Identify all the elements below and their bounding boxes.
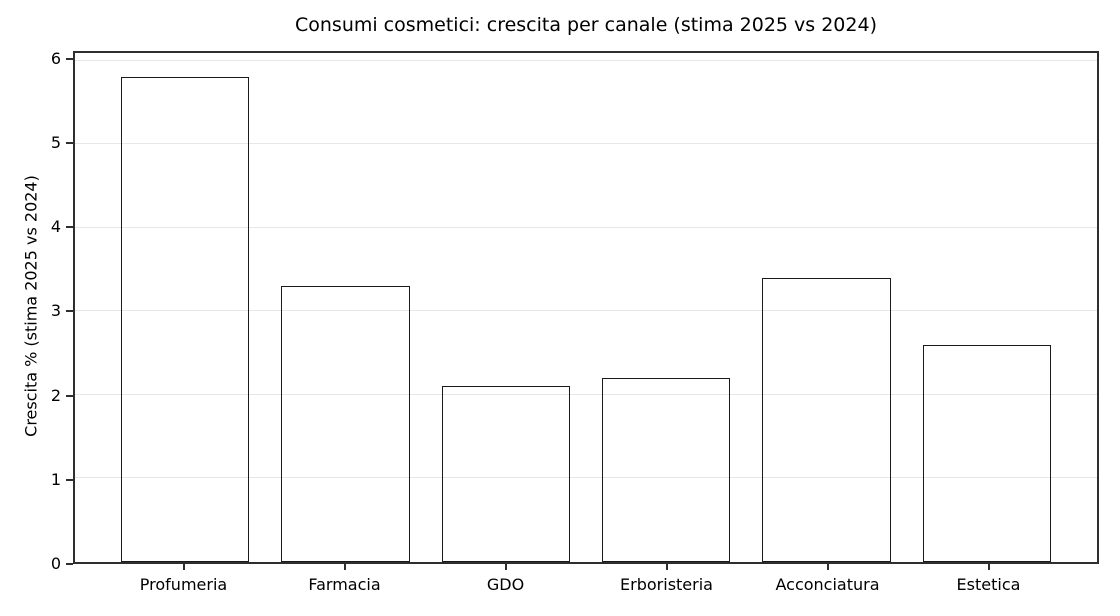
bar-farmacia — [281, 286, 410, 562]
gridline-y-1 — [75, 477, 1097, 479]
x-tick-label: Acconciatura — [775, 575, 880, 594]
y-tick-5: 5 — [50, 132, 73, 152]
y-tick-mark — [66, 141, 73, 144]
y-tick-label: 0 — [50, 554, 61, 573]
bar-acconciatura — [762, 277, 891, 562]
y-tick-label: 4 — [50, 217, 61, 237]
y-tick-mark — [66, 57, 73, 60]
x-axis: Profumeria Farmacia GDO Erboristeria Acconci… — [73, 564, 1099, 594]
x-tick-mark — [665, 564, 668, 570]
y-tick-1: 1 — [50, 469, 73, 489]
y-tick-2: 2 — [50, 385, 73, 405]
y-tick-mark — [66, 478, 73, 481]
y-tick-mark — [66, 310, 73, 313]
x-tick-estetica: Estetica — [924, 564, 1053, 594]
x-tick-erboristeria: Erboristeria — [602, 564, 731, 594]
y-tick-label: 5 — [50, 132, 61, 152]
x-tick-label: Erboristeria — [620, 575, 713, 594]
x-tick-farmacia: Farmacia — [280, 564, 409, 594]
gridline-y-4 — [75, 226, 1097, 228]
bar-gdo — [441, 386, 570, 562]
y-tick-6: 6 — [50, 48, 73, 68]
bar-profumeria — [121, 77, 250, 562]
x-tick-mark — [343, 564, 346, 570]
gridline-y-2 — [75, 393, 1097, 395]
y-tick-mark — [66, 394, 73, 397]
bars-container — [75, 53, 1097, 562]
gridline-y-3 — [75, 310, 1097, 312]
bar-estetica — [922, 344, 1051, 562]
bar-erboristeria — [601, 378, 731, 562]
gridline-y-5 — [75, 143, 1097, 145]
x-tick-mark — [987, 564, 990, 570]
x-tick-label: Profumeria — [139, 575, 228, 594]
x-tick-label: Farmacia — [308, 575, 381, 594]
chart-title: Consumi cosmetici: crescita per canale (… — [294, 14, 877, 36]
y-tick-mark — [66, 226, 73, 229]
y-tick-label: 6 — [50, 48, 61, 68]
plot-area — [73, 51, 1099, 564]
y-tick-label: 3 — [50, 301, 61, 321]
y-tick-4: 4 — [51, 219, 73, 235]
y-tick-3: 3 — [51, 303, 73, 319]
y-axis: 0 1 2 3 4 5 6 — [0, 48, 73, 572]
y-tick-label: 1 — [50, 469, 61, 489]
x-tick-mark — [182, 564, 185, 570]
y-tick-label: 2 — [50, 385, 61, 405]
gridline-y-6 — [75, 59, 1097, 61]
x-tick-gdo: GDO — [441, 564, 570, 594]
y-tick-0: 0 — [51, 556, 73, 572]
x-tick-mark — [504, 564, 507, 570]
x-tick-label: Estetica — [956, 575, 1021, 594]
x-tick-mark — [826, 564, 829, 570]
x-tick-acconciatura: Acconciatura — [763, 564, 892, 594]
y-tick-mark — [66, 563, 73, 565]
x-tick-label: GDO — [486, 575, 525, 594]
x-tick-profumeria: Profumeria — [119, 564, 248, 594]
